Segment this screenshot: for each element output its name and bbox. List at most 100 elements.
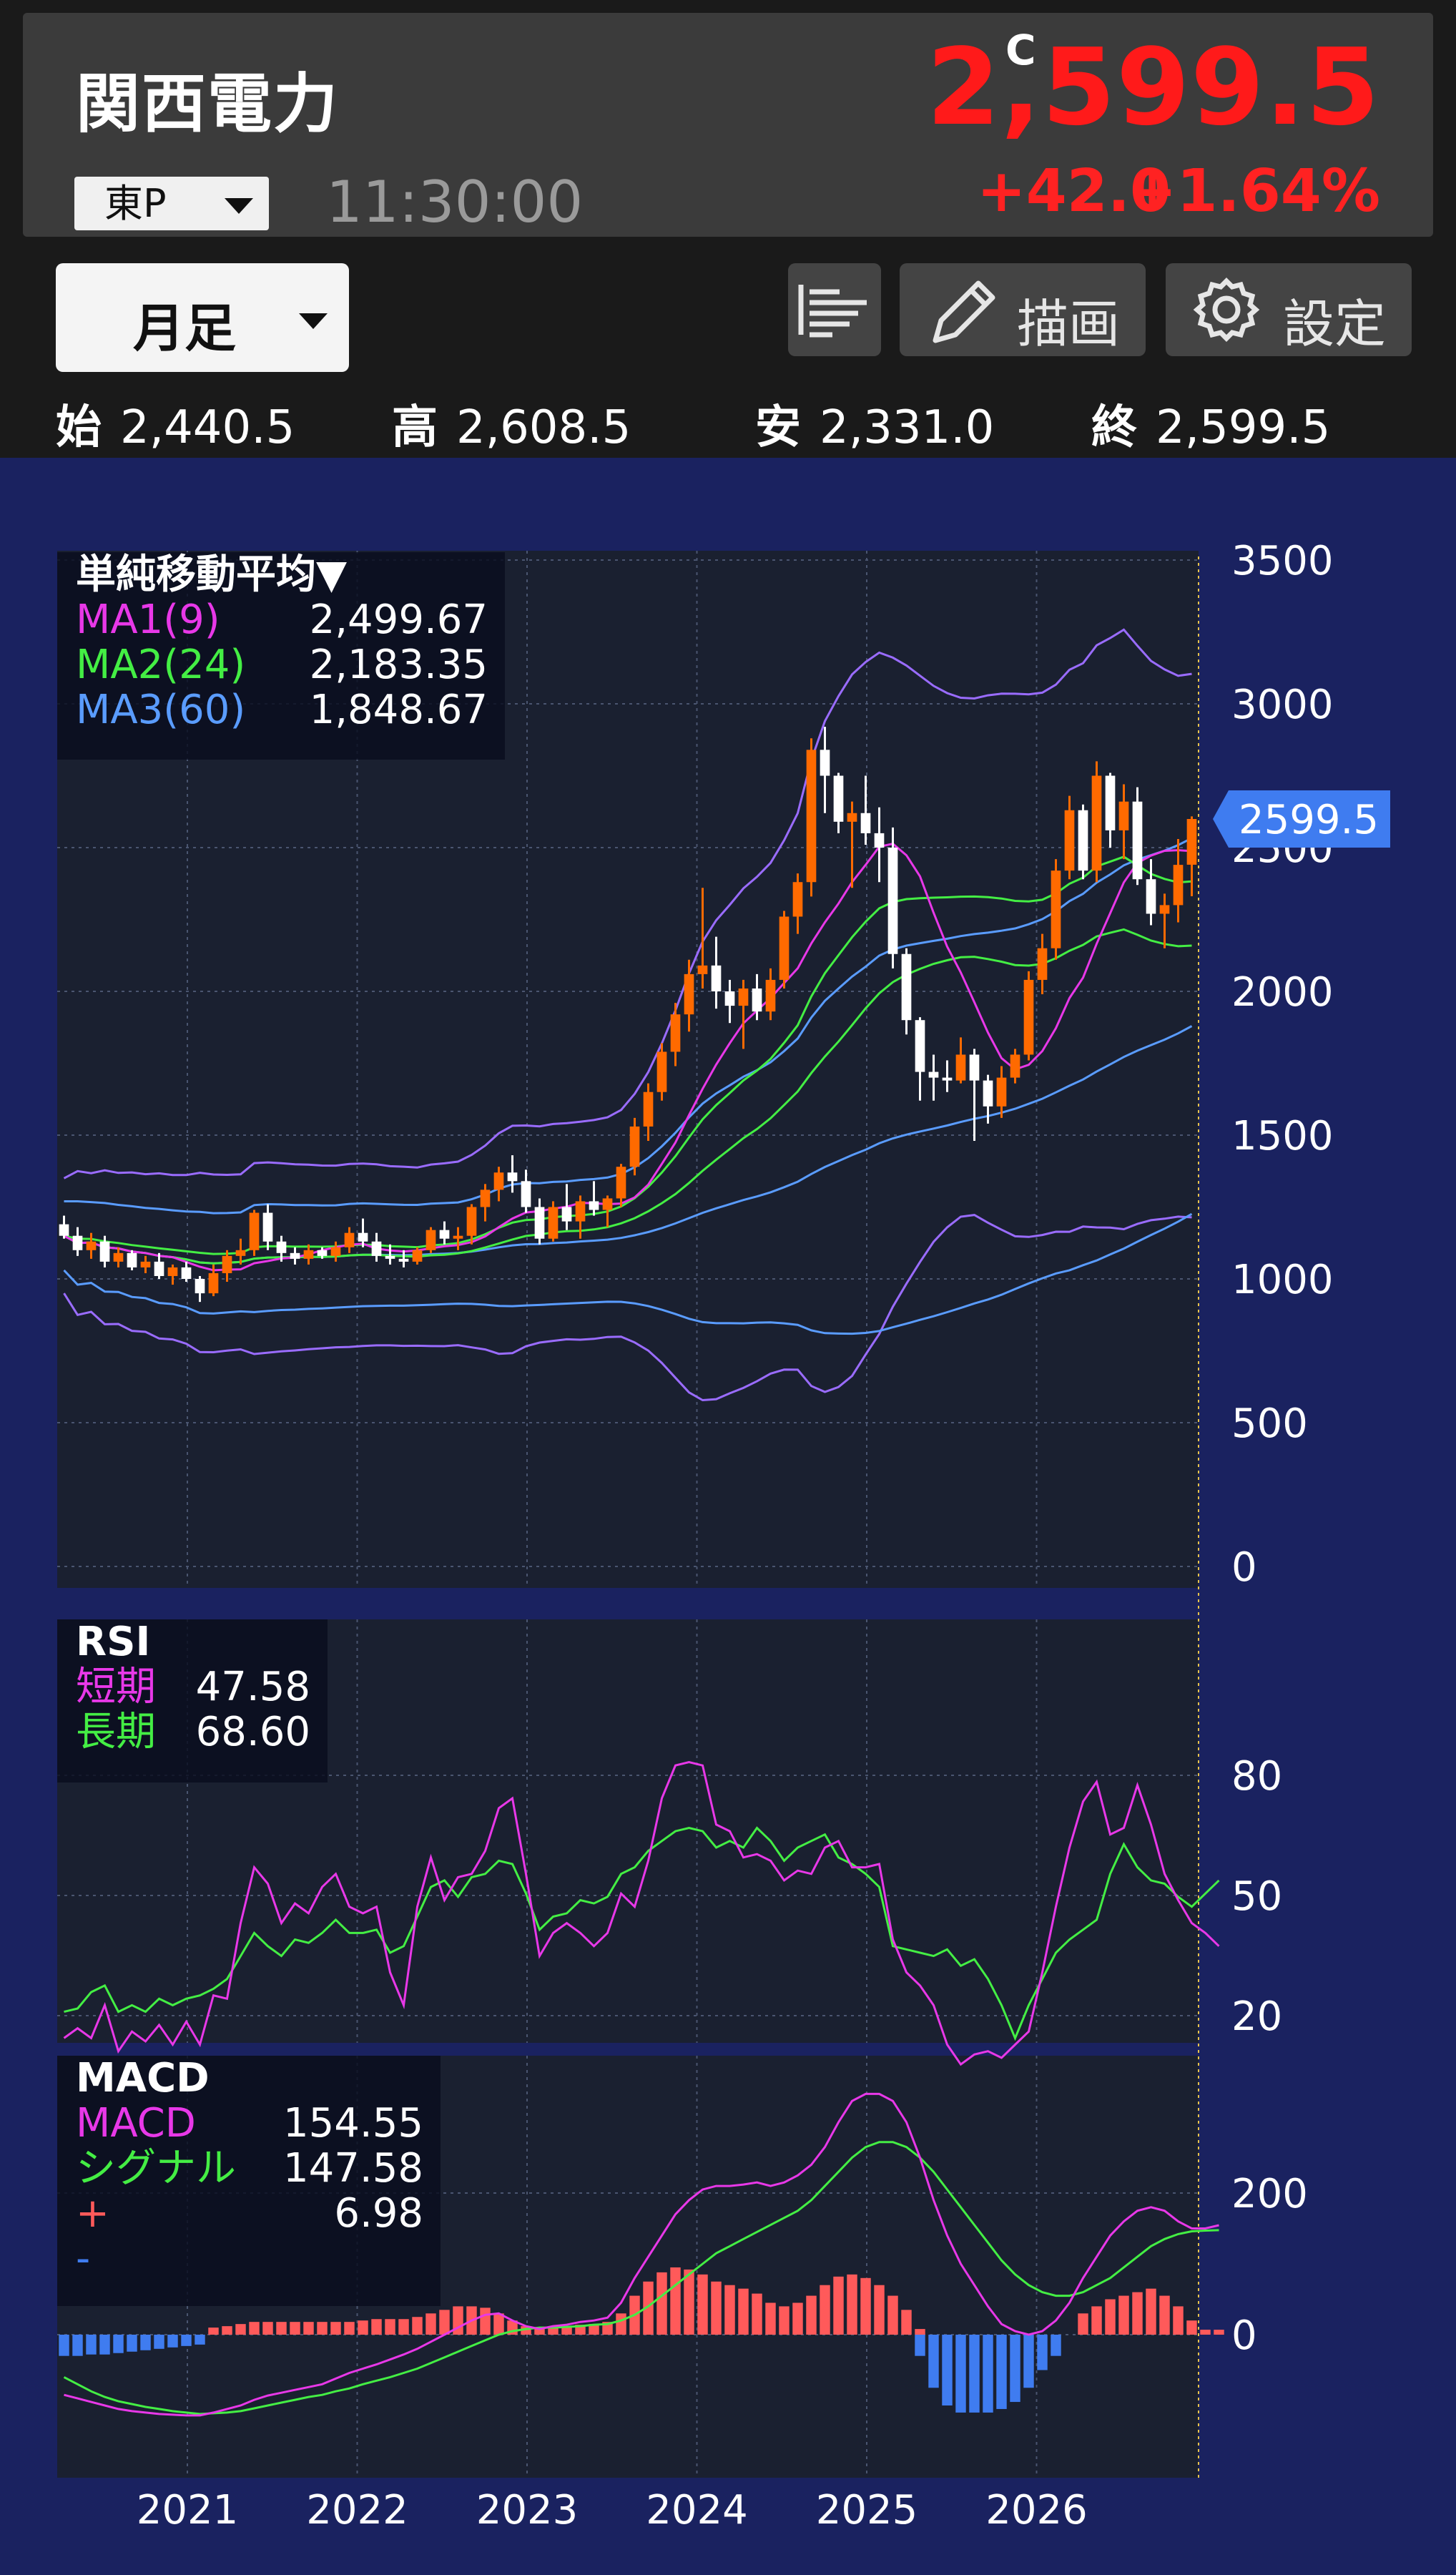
macd-hist-bar (548, 2328, 559, 2335)
gear-icon (1193, 278, 1260, 342)
candle (86, 1241, 97, 1250)
macd-hist-bar (765, 2302, 776, 2335)
y-tick-label: 3500 (1231, 538, 1334, 584)
candle (493, 1172, 504, 1190)
macd-hist-bar (792, 2302, 803, 2335)
macd-hist-bar (59, 2335, 69, 2356)
candle (629, 1126, 640, 1167)
candle (534, 1207, 545, 1239)
market-select[interactable]: 東P (74, 177, 269, 230)
ohlc-high: 高 2,608.5 (392, 401, 631, 454)
last-price-label: 2599.5 (1239, 797, 1379, 843)
x-tick-label: 2026 (985, 2487, 1088, 2534)
macd-hist-bar (1173, 2306, 1184, 2335)
macd-hist-bar (181, 2335, 192, 2346)
candle (222, 1255, 232, 1273)
macd-hist-bar (589, 2324, 599, 2335)
band-lower-line (63, 1214, 1192, 1402)
y-tick-label: 0 (1231, 2312, 1257, 2359)
macd-hist-bar (996, 2335, 1007, 2409)
signal-legend: シグナル 147.58 (76, 2145, 423, 2192)
macd-hist-bar (561, 2326, 572, 2335)
macd-hist-bar (290, 2322, 300, 2335)
macd-line (64, 2092, 1219, 2417)
macd-hist-bar (1186, 2320, 1197, 2335)
y-tick-label: 500 (1231, 1401, 1308, 1447)
macd-legend[interactable]: MACD MACD 154.55 シグナル 147.58 +6.98 - (57, 2056, 441, 2306)
macd-hist-bar (480, 2307, 491, 2335)
macd-hist-bar (983, 2335, 993, 2413)
last-price-tag (1213, 790, 1390, 848)
macd-hist-bar (412, 2317, 423, 2335)
y-tick-label: 1500 (1231, 1113, 1334, 1159)
candle (697, 965, 708, 974)
period-select[interactable]: 月足 (56, 263, 349, 372)
candle (656, 1051, 667, 1092)
settings-label: 設定 (1283, 294, 1387, 354)
candle (1146, 879, 1156, 914)
candle (915, 1020, 925, 1072)
macd-hist-bar (358, 2320, 368, 2335)
x-tick-label: 2024 (646, 2487, 748, 2534)
candle (167, 1267, 178, 1276)
candle (330, 1247, 341, 1256)
candle (1037, 948, 1048, 980)
candle (1091, 775, 1102, 871)
ma-legend[interactable]: 単純移動平均▼ MA1(9) 2,499.67 MA2(24) 2,183.35 M… (57, 552, 505, 760)
macd-hist-bar (534, 2329, 545, 2335)
quote-header: 関西電力 東P 11:30:00 (23, 13, 1433, 237)
macd-hist-bar (860, 2277, 871, 2335)
y-tick-label: 0 (1231, 1544, 1257, 1591)
candle (955, 1054, 966, 1081)
candle (1064, 810, 1075, 871)
candle (195, 1279, 205, 1294)
candle (1078, 810, 1088, 871)
macd-hist-bar (752, 2293, 762, 2335)
ohlc-open: 始 2,440.5 (56, 401, 295, 454)
macd-hist-bar (915, 2335, 925, 2356)
candle (684, 973, 694, 1015)
settings-button[interactable]: 設定 (1166, 263, 1412, 356)
hist-pos-legend: +6.98 (76, 2190, 423, 2237)
candle (833, 775, 844, 822)
candle (480, 1190, 491, 1207)
candle (1105, 775, 1116, 830)
candle (887, 848, 898, 954)
candle (453, 1235, 463, 1239)
macd-hist-bar (616, 2313, 626, 2335)
y-tick-label: 3000 (1231, 682, 1334, 728)
macd-hist-bar (670, 2267, 681, 2335)
candle (127, 1252, 137, 1267)
ohlc-close: 終 2,599.5 (1091, 401, 1331, 454)
candle (412, 1250, 423, 1262)
candle (643, 1092, 654, 1127)
candle (371, 1241, 382, 1256)
candle (426, 1230, 436, 1250)
candle (738, 988, 749, 1006)
macd-line-legend: MACD 154.55 (76, 2100, 423, 2147)
signal-line (63, 2141, 1219, 2415)
candle (996, 1077, 1007, 1107)
candle (874, 833, 885, 848)
candle (507, 1172, 518, 1182)
macd-hist-bar (521, 2326, 531, 2335)
candle (235, 1250, 246, 1256)
rsi-legend[interactable]: RSI 短期 47.58 長期 68.60 (57, 1619, 328, 1782)
ma-legend-title: 単純移動平均▼ (76, 551, 348, 598)
macd-hist-bar (1051, 2335, 1061, 2356)
macd-hist-bar (1146, 2288, 1156, 2335)
candle (385, 1255, 395, 1259)
candle (602, 1198, 613, 1210)
band-upper-line (64, 837, 1193, 1215)
chart-list-button[interactable] (788, 263, 881, 356)
macd-hist-bar (439, 2310, 450, 2335)
y-tick-label: 20 (1231, 1993, 1282, 2040)
ma1-line (63, 842, 1192, 1272)
candle (466, 1207, 477, 1236)
draw-label: 描画 (1017, 294, 1121, 354)
macd-hist-bar (915, 2329, 925, 2335)
macd-hist-bar (222, 2326, 232, 2335)
candle (616, 1167, 626, 1199)
candle (439, 1230, 450, 1239)
draw-button[interactable]: 描画 (900, 263, 1146, 356)
